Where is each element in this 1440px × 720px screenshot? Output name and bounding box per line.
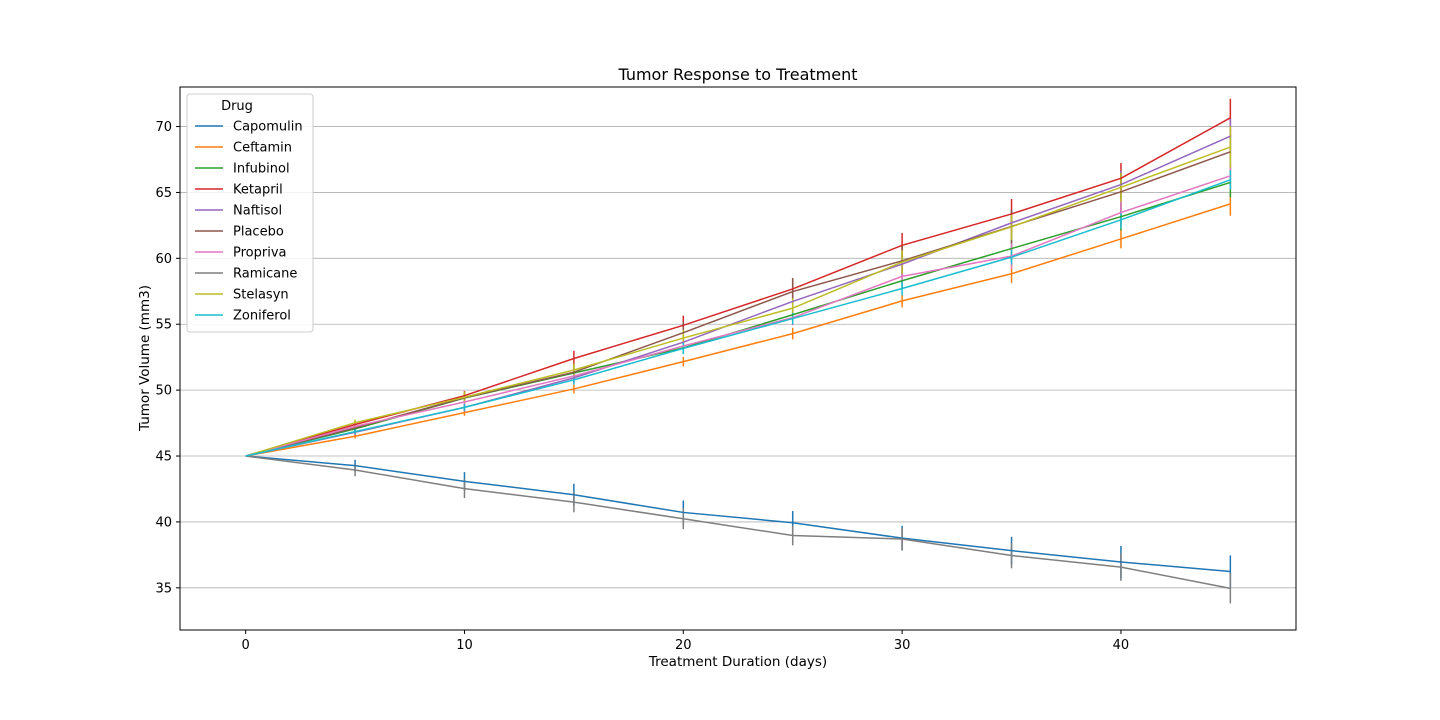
y-axis-ticks: 35 40 45 50 55 60 65 70 bbox=[155, 120, 180, 596]
series-line-ramicane bbox=[245, 455, 1231, 590]
x-tick-label: 30 bbox=[894, 638, 911, 653]
x-tick-label: 0 bbox=[242, 638, 250, 653]
series-line-propriva bbox=[245, 175, 1231, 457]
chart-title: Tumor Response to Treatment bbox=[617, 65, 857, 84]
x-tick-label: 10 bbox=[456, 638, 473, 653]
legend-title: Drug bbox=[221, 99, 253, 114]
series-line-stelasyn bbox=[245, 146, 1231, 457]
legend-label-zoniferol: Zoniferol bbox=[233, 309, 291, 324]
y-tick-label: 55 bbox=[155, 318, 172, 333]
series-line-capomulin bbox=[245, 455, 1231, 573]
legend-label-ramicane: Ramicane bbox=[233, 267, 297, 282]
series-line-placebo bbox=[245, 151, 1231, 457]
y-tick-label: 60 bbox=[155, 252, 172, 267]
legend-label-placebo: Placebo bbox=[233, 225, 284, 240]
legend-label-ceftamin: Ceftamin bbox=[233, 141, 292, 156]
y-tick-label: 70 bbox=[155, 120, 172, 135]
legend-label-naftisol: Naftisol bbox=[233, 204, 282, 219]
legend-label-propriva: Propriva bbox=[233, 246, 287, 261]
series-lines bbox=[245, 117, 1231, 590]
series-line-naftisol bbox=[245, 135, 1231, 457]
y-axis-label: Tumor Volume (mm3) bbox=[137, 285, 153, 432]
legend: Drug Capomulin Ceftamin Infubinol Ketapril Na… bbox=[186, 93, 314, 333]
error-bars bbox=[354, 98, 1232, 604]
y-tick-label: 35 bbox=[155, 581, 172, 596]
x-tick-label: 40 bbox=[1113, 638, 1130, 653]
y-tick-label: 50 bbox=[155, 384, 172, 399]
x-axis-ticks: 0 10 20 30 40 bbox=[242, 630, 1130, 653]
legend-label-infubinol: Infubinol bbox=[233, 162, 290, 177]
gridlines bbox=[180, 126, 1296, 589]
legend-label-capomulin: Capomulin bbox=[233, 120, 303, 135]
series-line-ceftamin bbox=[245, 203, 1231, 457]
series-line-ketapril bbox=[245, 117, 1231, 457]
legend-label-stelasyn: Stelasyn bbox=[233, 288, 289, 303]
legend-label-ketapril: Ketapril bbox=[233, 183, 283, 198]
series-line-zoniferol bbox=[245, 179, 1231, 457]
x-axis-label: Treatment Duration (days) bbox=[648, 654, 827, 670]
x-tick-label: 20 bbox=[675, 638, 692, 653]
y-tick-label: 45 bbox=[155, 450, 172, 465]
plot-frame bbox=[179, 86, 1297, 631]
y-tick-label: 40 bbox=[155, 515, 172, 530]
y-tick-label: 65 bbox=[155, 186, 172, 201]
